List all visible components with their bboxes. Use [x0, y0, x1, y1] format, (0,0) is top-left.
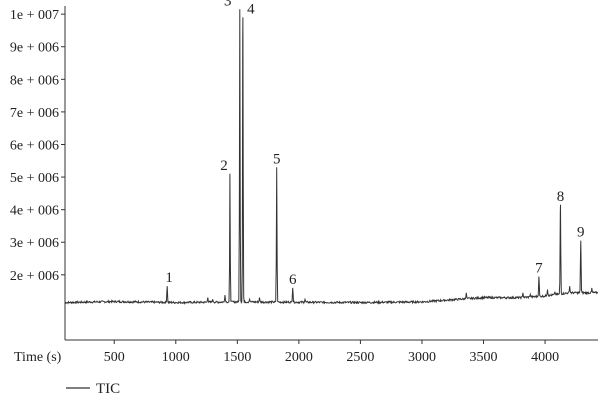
y-tick-label: 6e + 006: [10, 138, 59, 153]
legend-label-tic: TIC: [96, 381, 120, 397]
y-tick-label: 5e + 006: [10, 171, 59, 186]
peak-labels: 1 2 3 4 5 6 7 8 9: [165, 0, 584, 288]
peak-label: 1: [165, 270, 173, 286]
x-tick-label: 2500: [346, 350, 374, 365]
x-tick-label: 3500: [470, 350, 498, 365]
series-line-tic: [64, 9, 599, 305]
peak-label: 2: [220, 158, 228, 174]
legend: TIC: [66, 381, 120, 397]
peak-label: 5: [273, 151, 281, 167]
x-tick-label: 3000: [408, 350, 436, 365]
peak-label: 3: [224, 0, 232, 9]
peak-label: 6: [289, 272, 297, 288]
x-tick-label: 2000: [285, 350, 313, 365]
x-tick-label: 1500: [223, 350, 251, 365]
y-tick-label: 2e + 006: [10, 269, 59, 284]
y-tick-label: 1e + 007: [10, 8, 59, 23]
peak-label: 4: [247, 1, 255, 17]
y-tick-label: 7e + 006: [10, 106, 59, 121]
y-tick-label: 3e + 006: [10, 236, 59, 251]
peak-label: 8: [557, 189, 565, 205]
axes: [64, 6, 598, 341]
peak-label: 9: [577, 225, 585, 241]
peak-label: 7: [535, 260, 543, 276]
x-tick-label: 500: [104, 350, 125, 365]
x-tick-label: 4000: [531, 350, 559, 365]
y-tick-label: 9e + 006: [10, 41, 59, 56]
y-axis-ticks: 2e + 006 3e + 006 4e + 006 5e + 006 6e + 006…: [10, 8, 65, 284]
y-tick-label: 8e + 006: [10, 73, 59, 88]
x-axis-label: Time (s): [14, 350, 62, 365]
x-tick-label: 1000: [162, 350, 190, 365]
x-axis-ticks: 500 1000 1500 2000 2500 3000 3500 4000: [104, 340, 559, 365]
y-tick-label: 4e + 006: [10, 204, 59, 219]
